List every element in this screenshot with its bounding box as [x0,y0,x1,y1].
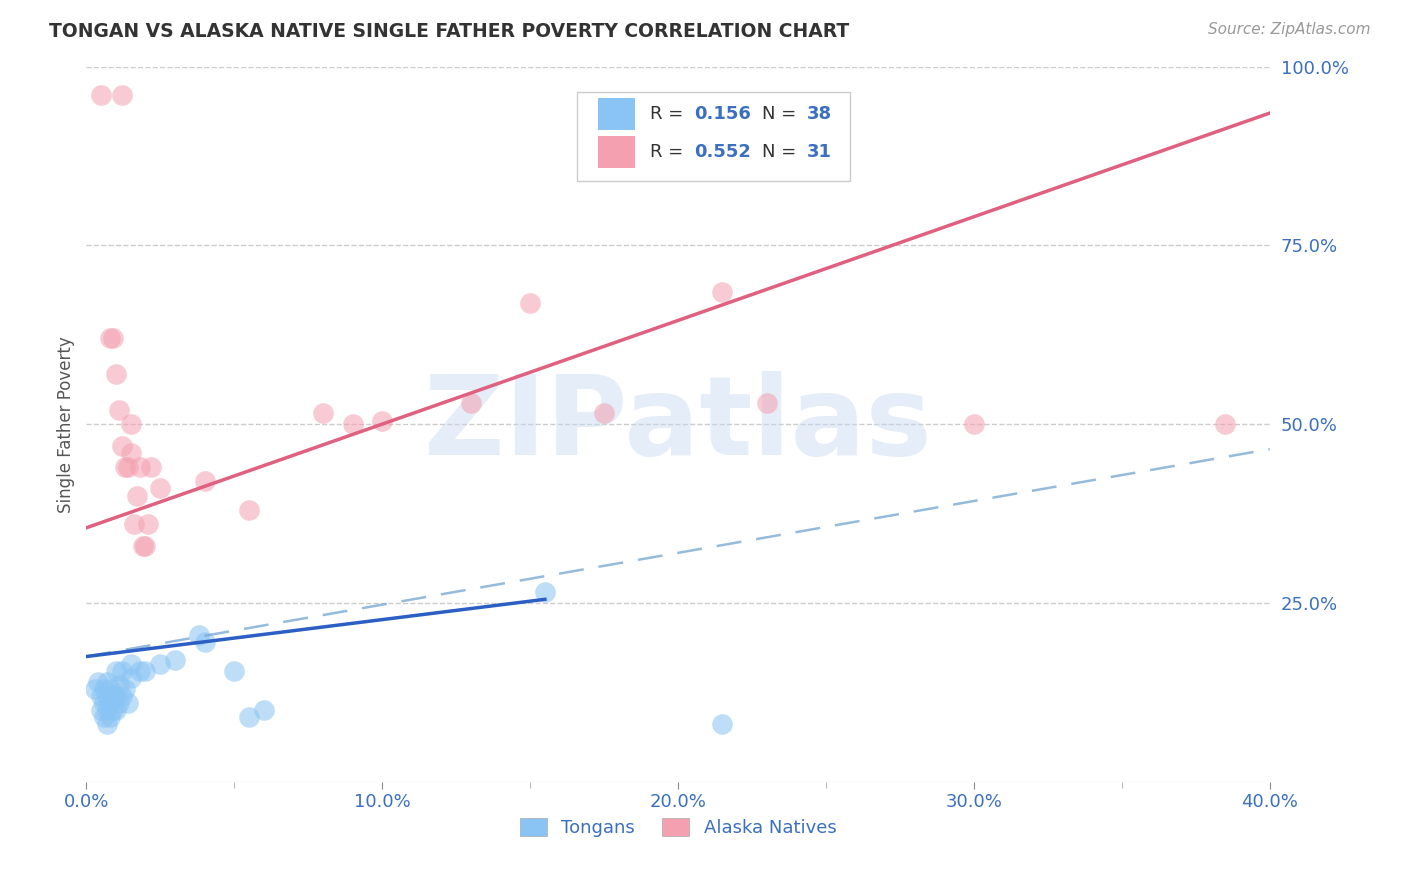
Point [93,710,115,724]
Text: R =: R = [650,105,689,123]
Point [253,703,276,717]
Point [111,664,134,678]
FancyBboxPatch shape [598,136,636,168]
Point [117,460,139,475]
Point [93,681,115,696]
Point [96,689,118,703]
Text: 31: 31 [807,143,832,161]
Point [371,413,394,427]
Point [111,689,134,703]
Point [141,460,163,475]
Point [963,417,986,431]
Point [593,406,616,420]
Text: TONGAN VS ALASKA NATIVE SINGLE FATHER POVERTY CORRELATION CHART: TONGAN VS ALASKA NATIVE SINGLE FATHER PO… [49,22,849,41]
Point [104,664,127,678]
Point [224,664,246,678]
Point [111,439,134,453]
Point [122,517,145,532]
Text: N =: N = [762,143,801,161]
Text: N =: N = [762,105,801,123]
Point [101,689,124,703]
Point [128,460,150,475]
Point [104,367,127,381]
Point [187,628,209,642]
Point [90,689,112,703]
Point [108,678,131,692]
Point [120,446,142,460]
Text: 0.552: 0.552 [695,143,751,161]
Point [134,539,156,553]
Point [84,681,107,696]
Point [138,517,160,532]
Point [93,696,115,710]
Text: 0.156: 0.156 [695,105,751,123]
Point [101,331,124,345]
Point [96,717,118,731]
Point [108,696,131,710]
Point [460,395,482,409]
Legend: Tongans, Alaska Natives: Tongans, Alaska Natives [512,810,844,844]
Point [342,417,364,431]
Point [90,88,112,103]
Point [194,635,217,649]
Point [238,503,260,517]
Point [120,671,142,685]
Point [96,674,118,689]
Point [114,460,136,475]
Point [711,285,734,299]
Text: R =: R = [650,143,689,161]
Point [108,402,131,417]
Point [128,664,150,678]
Point [104,703,127,717]
Y-axis label: Single Father Poverty: Single Father Poverty [58,335,75,513]
Text: Source: ZipAtlas.com: Source: ZipAtlas.com [1208,22,1371,37]
Point [534,585,557,599]
Point [194,475,217,489]
Point [90,703,112,717]
Point [149,482,172,496]
Text: ZIPatlas: ZIPatlas [425,371,932,477]
FancyBboxPatch shape [598,98,636,129]
Point [98,681,121,696]
Point [755,395,778,409]
Point [114,681,136,696]
Point [98,710,121,724]
Point [120,657,142,671]
Point [131,539,153,553]
Point [312,406,335,420]
Point [98,331,121,345]
Point [98,696,121,710]
Point [165,653,187,667]
Point [120,417,142,431]
Point [96,703,118,717]
FancyBboxPatch shape [578,92,849,181]
Point [134,664,156,678]
Point [87,674,110,689]
Text: 38: 38 [807,105,832,123]
Point [149,657,172,671]
Point [519,295,541,310]
Point [125,489,148,503]
Point [101,703,124,717]
Point [117,696,139,710]
Point [1215,417,1237,431]
Point [111,88,134,103]
Point [238,710,260,724]
Point [711,717,734,731]
Point [104,689,127,703]
